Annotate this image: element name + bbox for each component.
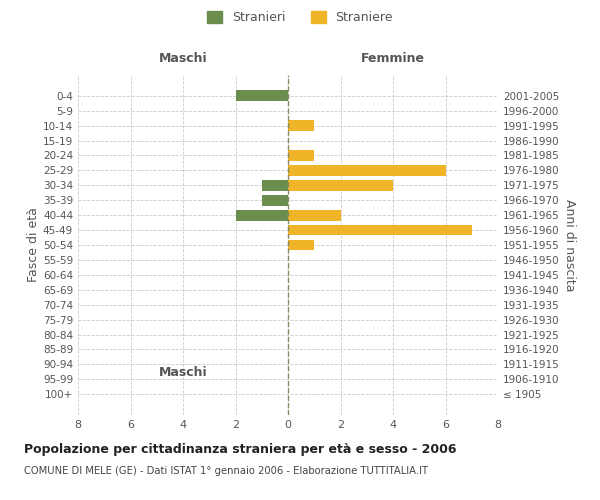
Bar xyxy=(235,210,288,220)
Bar xyxy=(235,90,288,101)
Bar xyxy=(288,150,314,161)
Text: COMUNE DI MELE (GE) - Dati ISTAT 1° gennaio 2006 - Elaborazione TUTTITALIA.IT: COMUNE DI MELE (GE) - Dati ISTAT 1° genn… xyxy=(24,466,428,476)
Text: Femmine: Femmine xyxy=(361,52,425,65)
Bar xyxy=(288,210,341,220)
Text: Maschi: Maschi xyxy=(158,52,208,65)
Bar xyxy=(288,224,472,235)
Bar xyxy=(288,165,445,176)
Bar xyxy=(288,180,393,190)
Legend: Stranieri, Straniere: Stranieri, Straniere xyxy=(202,6,398,29)
Bar xyxy=(262,180,288,190)
Bar xyxy=(262,195,288,205)
Bar xyxy=(288,120,314,131)
Bar xyxy=(288,240,314,250)
Y-axis label: Fasce di età: Fasce di età xyxy=(27,208,40,282)
Y-axis label: Anni di nascita: Anni di nascita xyxy=(563,198,576,291)
Text: Maschi: Maschi xyxy=(158,366,208,379)
Text: Popolazione per cittadinanza straniera per età e sesso - 2006: Popolazione per cittadinanza straniera p… xyxy=(24,442,457,456)
